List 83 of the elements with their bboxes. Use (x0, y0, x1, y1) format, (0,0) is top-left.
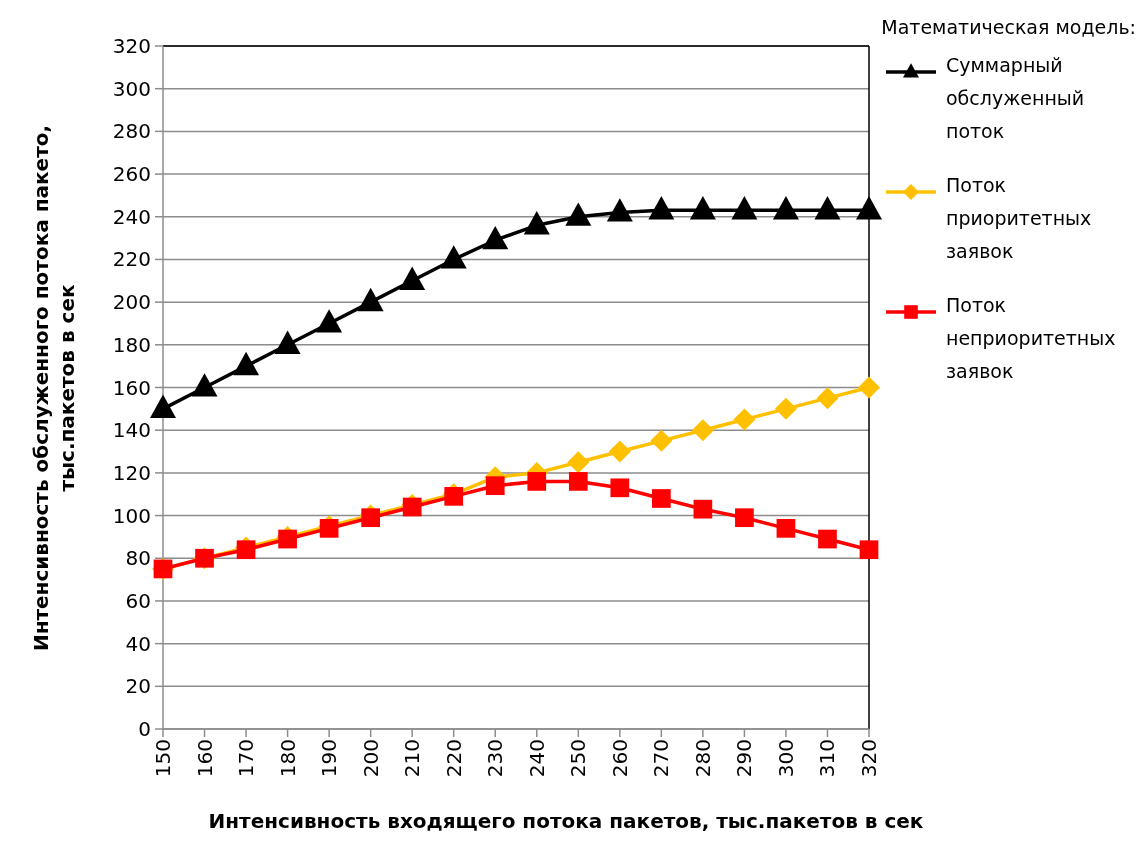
point (858, 376, 880, 399)
y-tick-label: 280 (112, 119, 151, 144)
y-tick-label: 160 (112, 375, 151, 400)
legend-title: Математическая модель: (881, 16, 1136, 38)
y-tick-label: 200 (112, 290, 151, 315)
point (772, 196, 799, 220)
point (482, 225, 509, 250)
y-tick-label: 300 (112, 76, 151, 101)
y-tick-label: 60 (125, 588, 151, 613)
y-axis-title: Интенсивность обслуженного потока пакето, тыс.пакетов в сек (29, 124, 79, 652)
point (444, 487, 464, 506)
y-tick-label: 120 (112, 460, 151, 485)
x-tick-label: 150 (151, 739, 175, 778)
point (233, 351, 260, 376)
point (610, 478, 630, 498)
point (652, 489, 671, 508)
x-tick-label: 260 (607, 739, 632, 778)
point (567, 451, 590, 474)
x-tick-label: 220 (441, 739, 466, 778)
x-tick-label: 200 (358, 739, 383, 778)
point (608, 440, 631, 463)
point (278, 529, 297, 549)
point (236, 540, 256, 560)
y-tick-label: 240 (112, 204, 151, 229)
legend-label: Поток приоритетных заявок (946, 174, 1092, 262)
point (361, 508, 380, 528)
point (319, 519, 339, 538)
x-tick-label: 270 (649, 739, 674, 778)
x-tick-label: 280 (690, 739, 715, 778)
point (150, 394, 176, 418)
point (774, 397, 797, 420)
x-tick-label: 310 (815, 739, 840, 778)
y-tick-label: 0 (138, 717, 151, 741)
legend-label: Суммарный обслуженный поток (946, 54, 1085, 142)
point (856, 196, 882, 220)
point (689, 196, 716, 220)
point (399, 266, 426, 290)
point (816, 387, 839, 410)
point (191, 373, 218, 397)
point (316, 309, 343, 333)
x-tick-label: 320 (857, 739, 881, 778)
point (776, 519, 796, 538)
point (274, 330, 301, 354)
point (606, 198, 633, 222)
y-tick-label: 80 (125, 546, 151, 571)
y-tick-label: 40 (125, 631, 151, 656)
point (568, 472, 588, 491)
point (440, 245, 467, 269)
x-tick-label: 230 (483, 739, 508, 778)
x-tick-label: 180 (275, 739, 300, 778)
x-tick-label: 190 (317, 739, 342, 778)
point (402, 497, 422, 517)
point (527, 472, 547, 491)
x-axis-title: Интенсивность входящего потока пакетов, тыс.пакетов в сек (208, 809, 924, 833)
point (357, 287, 384, 312)
point (731, 196, 758, 220)
y-tick-label: 140 (112, 418, 151, 443)
point (691, 419, 714, 442)
point (485, 476, 505, 496)
point (648, 196, 675, 220)
point (650, 429, 673, 452)
point (693, 499, 713, 519)
point (818, 529, 837, 549)
y-tick-label: 180 (112, 332, 151, 357)
x-tick-label: 210 (400, 739, 425, 778)
x-tick-label: 290 (732, 739, 757, 778)
y-tick-label: 100 (112, 503, 151, 528)
point (565, 202, 592, 226)
x-tick-label: 170 (234, 739, 259, 778)
y-tick-label: 320 (112, 34, 151, 58)
x-tick-label: 240 (524, 739, 549, 778)
point (523, 210, 550, 235)
point (814, 196, 841, 220)
legend-label: Поток неприоритетных заявок (946, 294, 1116, 382)
x-tick-label: 160 (192, 739, 217, 778)
y-tick-label: 20 (125, 674, 151, 699)
y-tick-label: 220 (112, 247, 151, 272)
x-tick-label: 300 (773, 739, 798, 778)
point (735, 508, 754, 528)
y-tick-label: 260 (112, 162, 151, 187)
point (859, 540, 879, 560)
point (733, 408, 756, 431)
x-tick-label: 250 (566, 739, 591, 778)
